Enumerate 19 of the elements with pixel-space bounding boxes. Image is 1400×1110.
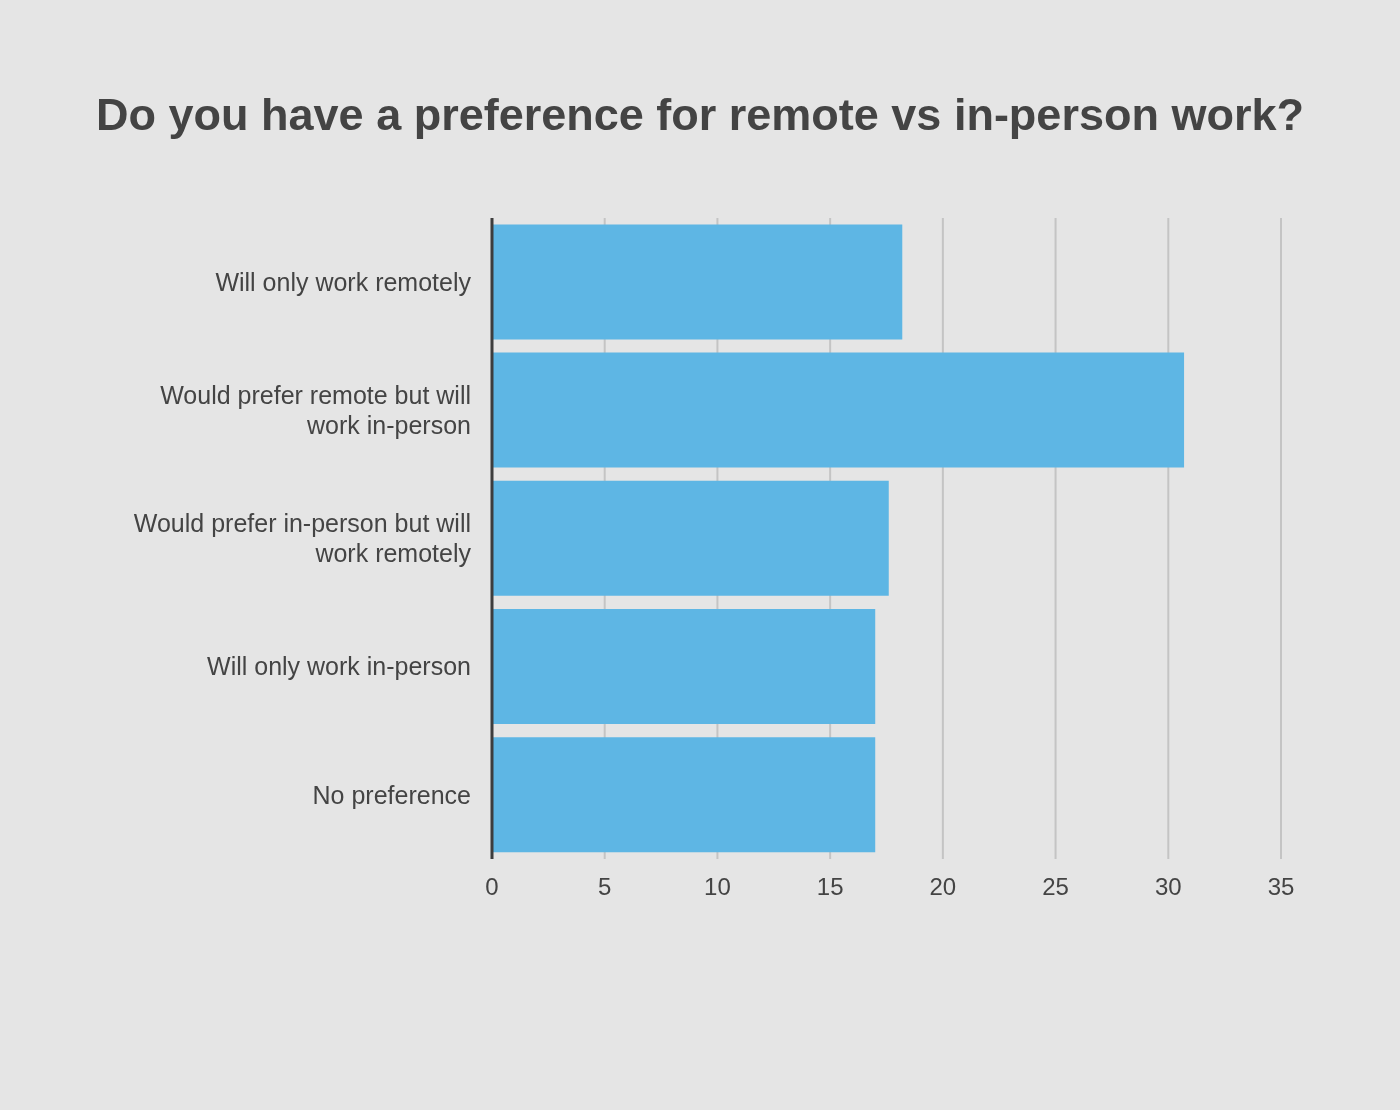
x-tick-label: 35 bbox=[1267, 873, 1295, 901]
bar bbox=[492, 224, 903, 340]
x-tick-label: 0 bbox=[485, 873, 499, 901]
y-tick-label: Will only work remotely bbox=[215, 267, 472, 296]
x-tick-label: 30 bbox=[1154, 873, 1182, 901]
x-tick-label: 20 bbox=[929, 873, 957, 901]
y-tick-label: Will only work in-person bbox=[207, 652, 471, 681]
x-tick-label: 10 bbox=[704, 873, 731, 901]
bar bbox=[492, 609, 876, 725]
bar bbox=[492, 480, 889, 596]
chart-title: Do you have a preference for remote vs in-person work? bbox=[95, 89, 1305, 141]
y-tick-label: Would prefer in-person but will work remotely bbox=[133, 509, 472, 568]
x-tick-label: 15 bbox=[816, 873, 844, 901]
y-tick-label: Would prefer remote but will work in-person bbox=[160, 381, 471, 440]
x-tick-label: 25 bbox=[1042, 873, 1069, 901]
y-tick-label: No preference bbox=[312, 780, 471, 809]
x-tick-label: 5 bbox=[598, 873, 612, 901]
bar bbox=[492, 352, 1185, 468]
bar bbox=[492, 737, 876, 853]
